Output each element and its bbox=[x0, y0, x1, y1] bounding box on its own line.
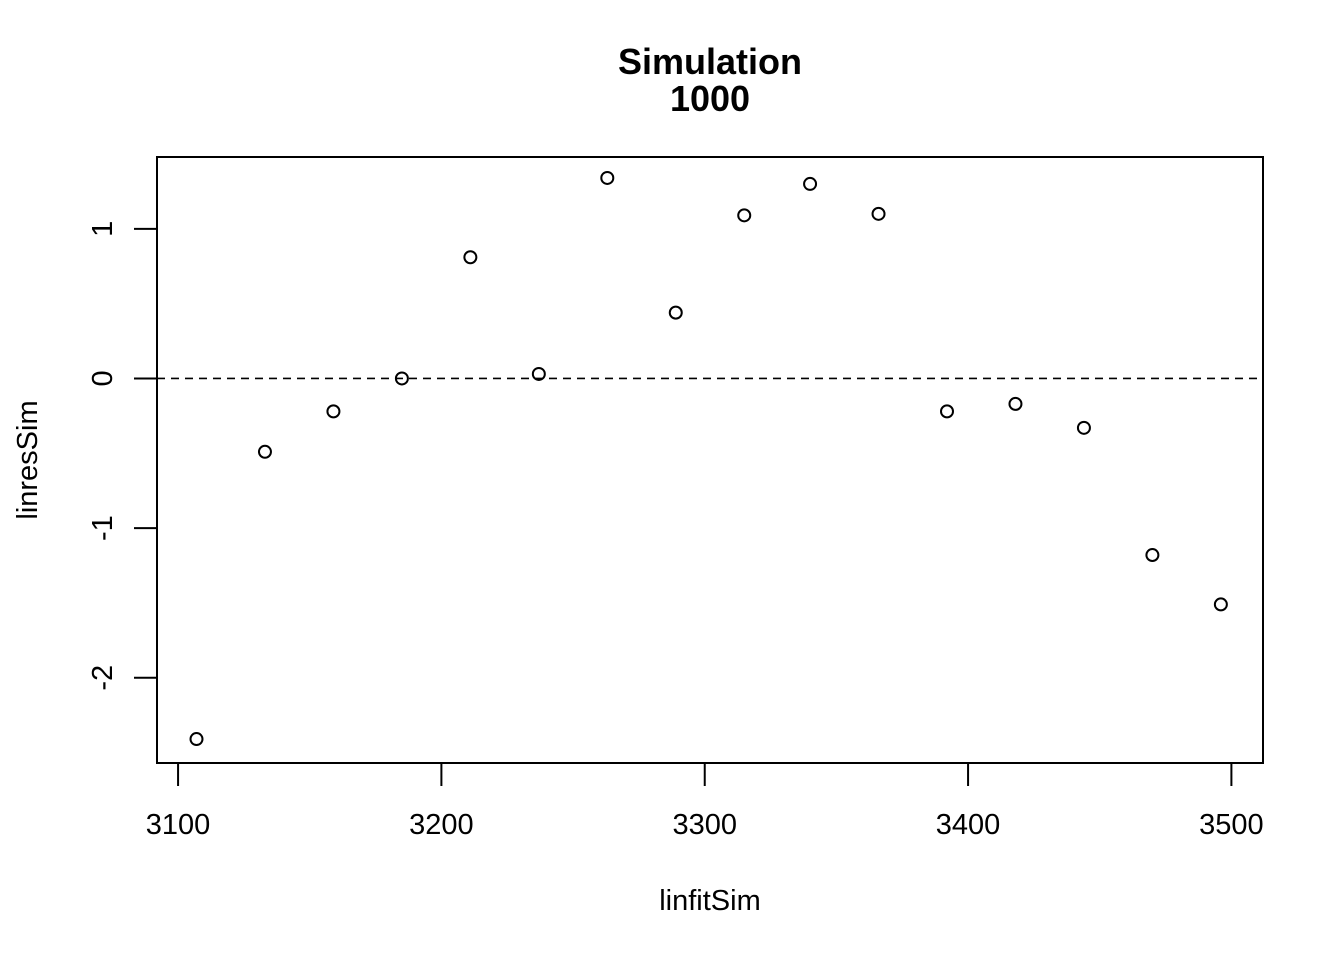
chart-title-line-1: Simulation bbox=[618, 41, 802, 82]
data-point-11 bbox=[940, 404, 954, 419]
data-point-1 bbox=[257, 444, 272, 459]
y-tick-label: -2 bbox=[87, 665, 119, 691]
data-point-3 bbox=[394, 371, 409, 386]
x-axis: 3100 3200 3300 3400 3500 bbox=[146, 762, 1264, 841]
x-tick-label: 3400 bbox=[936, 809, 1001, 841]
x-axis-label: linfitSim bbox=[659, 885, 761, 917]
data-point-12 bbox=[1008, 396, 1023, 411]
data-point-4 bbox=[463, 250, 478, 265]
x-tick-label: 3200 bbox=[409, 809, 474, 841]
y-tick-label: -1 bbox=[87, 515, 119, 541]
data-point-9 bbox=[803, 176, 818, 191]
data-point-5 bbox=[531, 366, 546, 381]
x-tick-label: 3500 bbox=[1199, 809, 1264, 841]
data-point-6 bbox=[600, 170, 615, 185]
data-point-15 bbox=[1213, 597, 1228, 612]
x-tick-label: 3100 bbox=[146, 809, 211, 841]
plot-frame bbox=[156, 156, 1264, 764]
data-points bbox=[189, 170, 1228, 747]
data-point-2 bbox=[326, 404, 341, 419]
y-tick-label: 0 bbox=[87, 370, 119, 386]
y-axis-label: linresSim bbox=[12, 400, 44, 519]
x-tick-label: 3300 bbox=[672, 809, 737, 841]
y-axis: -2 -1 0 1 bbox=[87, 221, 158, 691]
data-point-8 bbox=[737, 208, 752, 223]
data-point-7 bbox=[668, 305, 683, 320]
chart-title-line-2: 1000 bbox=[670, 78, 750, 119]
y-tick-label: 1 bbox=[87, 221, 119, 237]
data-point-10 bbox=[871, 206, 886, 221]
data-point-13 bbox=[1076, 420, 1091, 435]
data-point-0 bbox=[189, 732, 204, 747]
data-point-14 bbox=[1145, 548, 1160, 563]
